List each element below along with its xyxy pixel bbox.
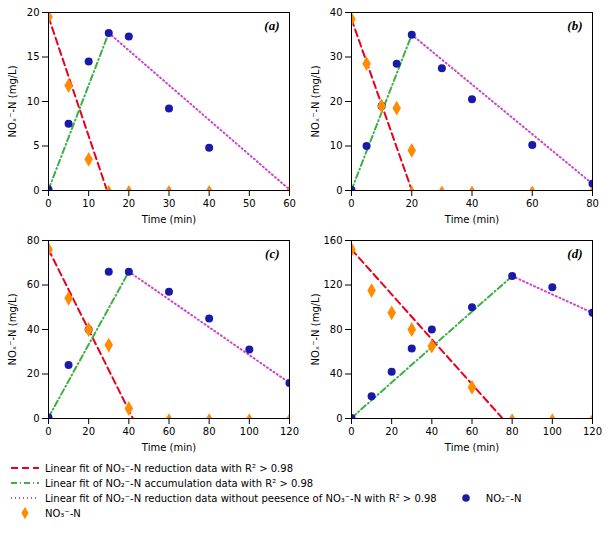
svg-text:160: 160: [323, 235, 342, 246]
svg-text:100: 100: [240, 426, 259, 437]
svg-text:20: 20: [330, 96, 343, 107]
svg-text:Time (min): Time (min): [141, 214, 196, 225]
svg-text:20: 20: [82, 426, 95, 437]
svg-text:Time (min): Time (min): [141, 442, 196, 453]
svg-text:10: 10: [82, 198, 95, 209]
svg-text:10: 10: [27, 96, 40, 107]
html-text:NO₃⁻-N: NO₃⁻-N: [45, 507, 81, 519]
svg-text:NOₓ⁻-N (mg/L): NOₓ⁻-N (mg/L): [310, 293, 321, 365]
svg-text:40: 40: [425, 426, 438, 437]
svg-text:80: 80: [586, 198, 599, 209]
svg-text:0: 0: [45, 198, 51, 209]
svg-text:30: 30: [163, 198, 176, 209]
svg-text:20: 20: [27, 7, 40, 18]
svg-text:NOₓ⁻-N (mg/L): NOₓ⁻-N (mg/L): [310, 65, 321, 137]
svg-text:100: 100: [543, 426, 562, 437]
svg-text:5: 5: [33, 140, 39, 151]
svg-text:(d): (d): [567, 246, 582, 261]
svg-text:Time (min): Time (min): [444, 214, 499, 225]
svg-text:120: 120: [583, 426, 602, 437]
svg-text:15: 15: [27, 51, 40, 62]
svg-text:40: 40: [330, 7, 343, 18]
svg-text:40: 40: [27, 324, 40, 335]
svg-text:20: 20: [27, 368, 40, 379]
svg-text:40: 40: [330, 368, 343, 379]
svg-text:(a): (a): [264, 18, 279, 33]
html-text:NO₂⁻-N: NO₂⁻-N: [485, 492, 522, 504]
svg-text:80: 80: [27, 235, 40, 246]
svg-text:60: 60: [283, 198, 296, 209]
svg-text:NOₓ⁻-N (mg/L): NOₓ⁻-N (mg/L): [7, 293, 18, 365]
svg-text:0: 0: [336, 413, 342, 424]
html-text:Linear fit of NO₂⁻-N reduction: Linear fit of NO₂⁻-N reduction data with…: [45, 492, 437, 504]
svg-text:0: 0: [348, 198, 354, 209]
svg-text:40: 40: [203, 198, 216, 209]
html-text:Linear fit of NO₃⁻-N reduction: Linear fit of NO₃⁻-N reduction data with…: [45, 462, 293, 474]
svg-text:40: 40: [122, 426, 135, 437]
svg-text:(c): (c): [265, 246, 279, 261]
svg-text:NOₓ⁻-N (mg/L): NOₓ⁻-N (mg/L): [7, 65, 18, 137]
svg-text:0: 0: [45, 426, 51, 437]
svg-text:Time (min): Time (min): [444, 442, 499, 453]
svg-text:40: 40: [466, 198, 479, 209]
svg-text:20: 20: [385, 426, 398, 437]
svg-text:0: 0: [33, 413, 39, 424]
svg-text:30: 30: [330, 51, 343, 62]
svg-text:(b): (b): [567, 18, 582, 33]
svg-text:50: 50: [243, 198, 256, 209]
svg-text:60: 60: [466, 426, 479, 437]
svg-text:0: 0: [33, 185, 39, 196]
html-text:Linear fit of NO₂⁻-N accumulat: Linear fit of NO₂⁻-N accumulation data w…: [45, 477, 314, 489]
svg-text:0: 0: [348, 426, 354, 437]
svg-text:60: 60: [163, 426, 176, 437]
svg-text:60: 60: [27, 279, 40, 290]
svg-text:20: 20: [122, 198, 135, 209]
svg-text:0: 0: [336, 185, 342, 196]
svg-text:10: 10: [330, 140, 343, 151]
svg-text:80: 80: [506, 426, 519, 437]
svg-text:80: 80: [203, 426, 216, 437]
svg-text:120: 120: [323, 279, 342, 290]
svg-text:120: 120: [280, 426, 299, 437]
svg-text:80: 80: [330, 324, 343, 335]
svg-text:20: 20: [405, 198, 418, 209]
svg-text:60: 60: [526, 198, 539, 209]
